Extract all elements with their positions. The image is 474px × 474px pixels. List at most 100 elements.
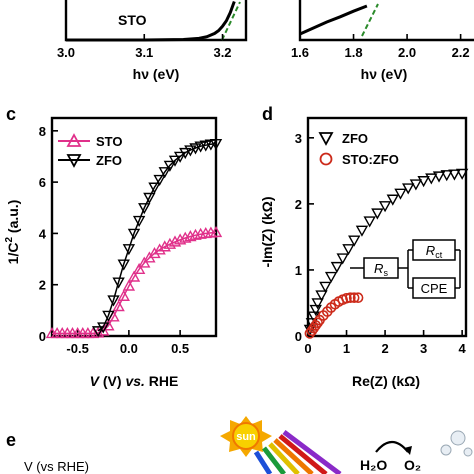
panel-c-ytick-label: 8 (39, 124, 46, 139)
top-right-xtick-label: 2.2 (452, 45, 470, 60)
cpe-label: CPE (421, 281, 448, 296)
sto-absorption-curve (66, 0, 236, 42)
bubble-2 (450, 430, 466, 446)
zfo-data-point (112, 277, 125, 289)
tauc-fit-line (221, 1, 241, 41)
panel-label-d: d (262, 104, 273, 124)
panel-c-xtick-label: -0.5 (66, 341, 88, 356)
sto-data-point (127, 270, 141, 282)
zfo-data-point (138, 203, 151, 215)
stozfo-nyquist-point (341, 292, 352, 304)
zfo-nyquist-point (311, 298, 324, 310)
zfo-data-point (158, 167, 171, 179)
panel-d-xtick-label: 2 (381, 341, 388, 356)
ray-violet (282, 430, 342, 474)
sto-series-line (52, 231, 217, 335)
top-right-xtick-label: 1.8 (344, 45, 362, 60)
zfo-series-line (97, 142, 217, 332)
panel-e: e V (vs RHE) sun H₂O O₂ (6, 416, 473, 474)
panel-d-xtick-label: 0 (304, 341, 311, 356)
sun-graphic: sun (220, 416, 272, 457)
zfo-data-point (117, 259, 130, 271)
legend-stozfo-marker (319, 152, 333, 166)
stozfo-nyquist-point (352, 292, 364, 304)
zfo-data-point (184, 145, 197, 157)
zfo-nyquist-point (348, 235, 361, 247)
panel-label-c: c (6, 104, 16, 124)
zfo-data-point (209, 138, 223, 151)
panel-d-xtick-label: 1 (343, 341, 350, 356)
panel-c-ytick-label: 6 (39, 175, 46, 190)
panel-c-ytick-label: 4 (39, 226, 47, 241)
top-left-xtick-label: 3.1 (135, 45, 153, 60)
panel-d-xlabel: Re(Z) (kΩ) (352, 373, 420, 389)
panel-d-ytick-label: 0 (295, 329, 302, 344)
zfo-nyquist-point (355, 225, 369, 237)
legend-stozfo-label: STO:ZFO (342, 152, 399, 167)
sto-data-point (112, 300, 125, 312)
panel-c-axes-frame (50, 116, 218, 338)
zfo-nyquist-point (363, 216, 376, 228)
panel-top-right: 1.6 1.8 2.0 2.2 hν (eV) (291, 0, 474, 82)
panel-top-left: STO 3.0 3.1 3.2 hν (eV) (57, 0, 248, 82)
zfo-nyquist-point (342, 244, 355, 256)
zfo-nyquist-point (336, 253, 349, 265)
reaction-arrow-head (404, 446, 412, 455)
panel-d-ticks: 0 1 2 3 4 0 1 2 3 (295, 131, 467, 356)
ray-blue (253, 450, 273, 474)
sun-disc (232, 422, 260, 450)
panel-d-ylabel: -Im(Z) (kΩ) (259, 196, 275, 267)
panel-c-legend: STO ZFO (58, 133, 123, 168)
zfo-data-point (179, 147, 192, 160)
panel-c: c -0.5 0.0 0.5 0 2 4 6 8 STO ZFO 1/C2 (a.u.) V … (4, 104, 223, 389)
legend-zfo-d-marker (318, 132, 334, 146)
sto-data-point (158, 240, 171, 252)
panel-c-xtick-label: 0.5 (171, 341, 189, 356)
panel-d-ytick-label: 1 (295, 263, 302, 278)
zfo-data-point (189, 143, 202, 155)
zfo-data-point (148, 182, 161, 194)
legend-zfo-label: ZFO (96, 153, 122, 168)
zfo-data-point (153, 174, 166, 186)
ray-green (262, 446, 286, 474)
h2o-label: H₂O (360, 457, 387, 473)
panel-d-xtick-label: 3 (420, 341, 427, 356)
sto-data-point (209, 225, 223, 238)
zfo-nyquist-point (378, 201, 392, 213)
zfo-data-point (107, 295, 120, 307)
sto-data-point (102, 319, 115, 331)
top-right-xlabel: hν (eV) (361, 66, 408, 82)
reaction-arrow (375, 440, 409, 453)
zfo-nyquist-point (417, 176, 430, 188)
zfo-nyquist-point (319, 281, 332, 293)
zfo-absorption-curve (299, 4, 368, 36)
zfo-nyquist-point (455, 168, 469, 180)
sto-data-point (132, 262, 146, 275)
panel-e-axis-text: V (vs RHE) (24, 459, 89, 474)
zfo-nyquist-point (409, 179, 423, 191)
legend-sto-marker (66, 133, 82, 147)
zfo-data-point (163, 160, 177, 172)
ray-red (278, 434, 328, 474)
o2-label: O₂ (404, 457, 421, 473)
zfo-nyquist-point (432, 171, 446, 183)
bubble-3 (463, 447, 473, 457)
stozfo-nyquist-point (345, 292, 356, 304)
top-left-axes-frame (64, 0, 248, 42)
zfo-nyquist-point (386, 194, 399, 206)
ray-orange (273, 438, 314, 474)
zfo-data-point (173, 151, 187, 163)
panel-d-series (303, 168, 469, 339)
zfo-nyquist-point (394, 188, 407, 200)
panel-c-series (45, 138, 223, 339)
stozfo-nyquist-point (312, 317, 323, 329)
panel-label-e: e (6, 430, 16, 450)
sto-data-point (168, 235, 182, 247)
stozfo-nyquist-point (348, 292, 360, 304)
ray-yellow (268, 442, 300, 474)
top-left-ticks: 3.0 3.1 3.2 (57, 34, 232, 60)
panel-d-ytick-label: 3 (295, 131, 302, 146)
legend-zfo-d-label: ZFO (342, 131, 368, 146)
panel-d-xtick-label: 4 (459, 341, 467, 356)
